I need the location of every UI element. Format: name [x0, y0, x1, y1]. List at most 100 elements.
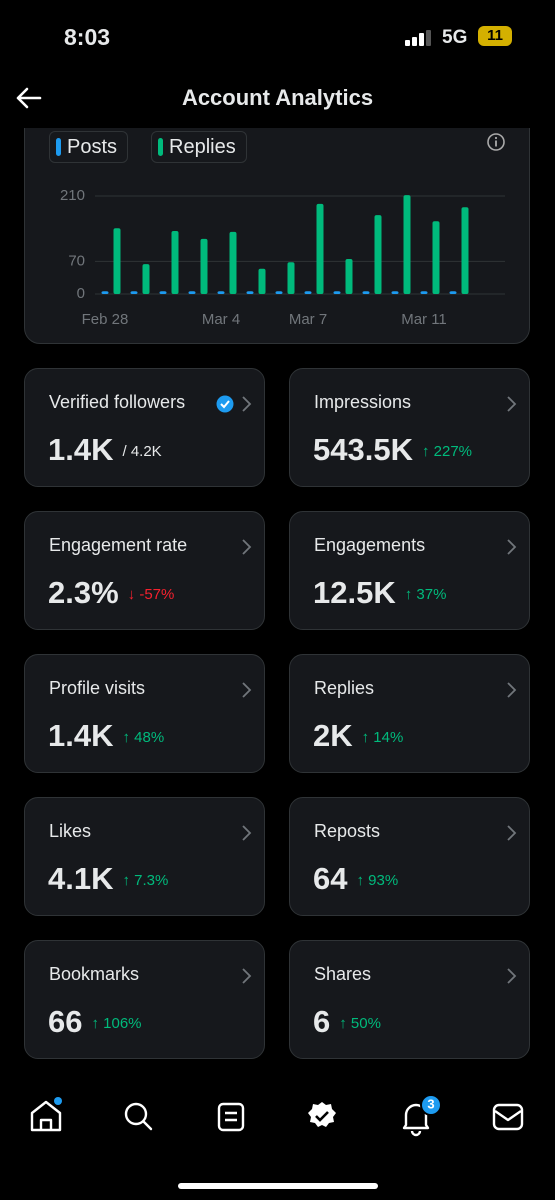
bottom-nav: 3 — [0, 1075, 555, 1200]
bar — [432, 221, 440, 294]
chart-card: Posts Replies — [24, 100, 530, 344]
time: 8:03 — [64, 24, 111, 50]
chevron — [242, 825, 252, 841]
metric-title: Replies — [314, 678, 375, 698]
metric-title: Verified followers — [49, 392, 186, 412]
legend-label: Replies — [169, 136, 236, 158]
y-tick-label: 210 — [60, 187, 85, 204]
bar — [345, 259, 353, 294]
lists-tab[interactable] — [217, 1102, 245, 1132]
metric-title: Engagement rate — [49, 535, 188, 555]
metric-value: 1.4K ↑ 48% — [48, 718, 164, 754]
metric-card[interactable]: Replies 2K ↑ 14% — [289, 654, 530, 773]
metric-change: ↑ 106% — [91, 1015, 142, 1032]
y-tick-label: 70 — [68, 252, 85, 269]
metric-number: 4.1K — [48, 861, 114, 896]
metric-title: Impressions — [314, 392, 412, 412]
metric-value: 2.3% ↓ -57% — [48, 575, 174, 611]
bar — [159, 291, 167, 294]
signal-icon — [405, 30, 431, 46]
metric-card[interactable]: Likes 4.1K ↑ 7.3% — [24, 797, 265, 916]
notification-badge: 3 — [427, 1096, 434, 1111]
info-icon[interactable] — [486, 132, 506, 152]
bar — [275, 291, 283, 294]
bar — [316, 203, 324, 294]
metric-title: Reposts — [314, 821, 381, 841]
chevron — [242, 682, 252, 698]
network: 5G — [442, 27, 468, 48]
legend-item[interactable]: Replies — [151, 131, 247, 163]
chevron — [242, 539, 252, 555]
legend-item[interactable]: Posts — [49, 131, 129, 163]
metric-value: 2K ↑ 14% — [313, 718, 403, 754]
metric-change: ↑ 7.3% — [122, 872, 169, 889]
verified-badge — [216, 395, 234, 413]
metric-title: Shares — [314, 964, 372, 984]
metric-card[interactable]: Bookmarks 66 ↑ 106% — [24, 940, 265, 1059]
back-button[interactable] — [14, 86, 42, 110]
bar — [461, 207, 469, 294]
bar — [258, 268, 266, 294]
battery: 11 — [478, 26, 512, 46]
notifications-tab[interactable] — [402, 1094, 442, 1137]
metric-value: 6 ↑ 50% — [313, 1004, 381, 1040]
premium-tab[interactable] — [308, 1102, 336, 1127]
bar — [142, 264, 150, 294]
metric-card[interactable]: Impressions 543.5K ↑ 227% — [289, 368, 530, 487]
chart: 0 70 210 Feb 28 Mar 4 Mar 7 Mar 11 — [60, 187, 505, 328]
search-tab[interactable] — [124, 1102, 153, 1131]
y-tick-label: 0 — [77, 285, 85, 302]
chevron — [507, 539, 517, 555]
metric-number: 12.5K — [313, 575, 396, 610]
bar — [391, 291, 399, 294]
legend-swatch — [158, 138, 163, 156]
bar — [130, 291, 138, 294]
bar — [374, 215, 382, 294]
home-indicator — [178, 1183, 378, 1189]
bar — [420, 291, 428, 294]
metric-title: Likes — [49, 821, 92, 841]
metric-number: 543.5K — [313, 432, 413, 467]
chevron — [242, 968, 252, 984]
metric-card[interactable]: Engagement rate 2.3% ↓ -57% — [24, 511, 265, 630]
bar — [188, 291, 196, 294]
bar — [217, 291, 225, 294]
bar — [229, 231, 237, 294]
messages-tab[interactable] — [492, 1103, 524, 1131]
metric-change: ↑ 14% — [361, 729, 404, 746]
metric-total: / 4.2K — [122, 443, 162, 460]
x-tick-label: Feb 28 — [82, 311, 129, 328]
metric-value: 12.5K ↑ 37% — [313, 575, 446, 611]
metric-number: 66 — [48, 1004, 83, 1039]
chevron — [507, 968, 517, 984]
bar — [113, 228, 121, 294]
metric-change: ↑ 50% — [339, 1015, 381, 1032]
metric-change: ↑ 93% — [356, 872, 399, 889]
metric-change: ↓ -57% — [127, 586, 175, 603]
x-tick-label: Mar 7 — [289, 311, 327, 328]
bar — [101, 291, 109, 294]
metric-change: ↑ 48% — [122, 729, 165, 746]
bar — [287, 262, 295, 294]
metric-card[interactable]: Profile visits 1.4K ↑ 48% — [24, 654, 265, 773]
metric-change: ↑ 37% — [404, 586, 447, 603]
metric-value: 543.5K ↑ 227% — [313, 432, 472, 468]
page-title: Account Analytics — [181, 85, 374, 110]
metric-card[interactable]: Engagements 12.5K ↑ 37% — [289, 511, 530, 630]
metric-card[interactable]: Shares 6 ↑ 50% — [289, 940, 530, 1059]
x-tick-label: Mar 11 — [401, 311, 447, 328]
metric-number: 1.4K — [48, 432, 114, 467]
legend-label: Posts — [67, 136, 118, 158]
x-tick-label: Mar 4 — [202, 311, 240, 328]
metric-card[interactable]: Verified followers 1.4K / 4.2K — [24, 368, 265, 487]
chevron — [242, 396, 252, 412]
bar — [449, 291, 457, 294]
bar — [362, 291, 370, 294]
header: Account Analytics — [0, 70, 555, 128]
metric-number: 64 — [313, 861, 348, 896]
home-tab[interactable] — [30, 1097, 62, 1132]
metric-title: Engagements — [314, 535, 426, 555]
metric-card[interactable]: Reposts 64 ↑ 93% — [289, 797, 530, 916]
metric-value: 1.4K / 4.2K — [48, 432, 162, 468]
